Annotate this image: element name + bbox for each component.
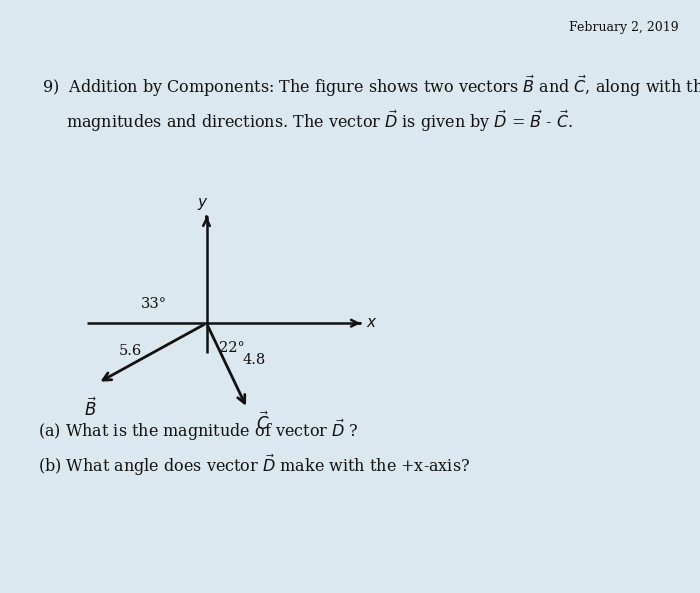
Text: 9)  Addition by Components: The figure shows two vectors $\vec{B}$ and $\vec{C}$: 9) Addition by Components: The figure sh… bbox=[42, 74, 700, 98]
Text: $\vec{C}$: $\vec{C}$ bbox=[256, 412, 269, 434]
Text: $x$: $x$ bbox=[366, 316, 377, 330]
Text: (b) What angle does vector $\vec{D}$ make with the +x-axis?: (b) What angle does vector $\vec{D}$ mak… bbox=[38, 453, 470, 478]
Text: magnitudes and directions. The vector $\vec{D}$ is given by $\vec{D}$ = $\vec{B}: magnitudes and directions. The vector $\… bbox=[66, 109, 573, 134]
Text: $\vec{B}$: $\vec{B}$ bbox=[84, 398, 97, 420]
Text: February 2, 2019: February 2, 2019 bbox=[569, 21, 679, 34]
Text: $y$: $y$ bbox=[197, 196, 209, 212]
Text: 5.6: 5.6 bbox=[118, 345, 141, 358]
Text: 33°: 33° bbox=[141, 297, 167, 311]
Text: 4.8: 4.8 bbox=[242, 353, 265, 367]
Text: 22°: 22° bbox=[219, 341, 245, 355]
Text: (a) What is the magnitude of vector $\vec{D}$ ?: (a) What is the magnitude of vector $\ve… bbox=[38, 417, 359, 442]
